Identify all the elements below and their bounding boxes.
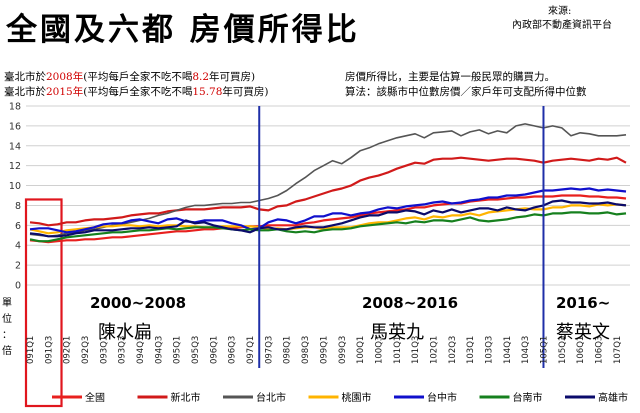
note-2008-value: 8.2 xyxy=(192,71,210,83)
x-tick-092Q3: 092Q3 xyxy=(81,336,91,364)
note-2015-year: 2015年 xyxy=(46,86,84,98)
legend-label-台南市: 台南市 xyxy=(513,391,543,404)
note-2015-pre: 臺北市於 xyxy=(4,86,46,98)
source-label: 來源: xyxy=(548,6,572,17)
x-tick-098Q3: 098Q3 xyxy=(301,336,311,364)
note-2015: 臺北市於2015年(平均每戶全家不吃不喝15.78年可買房) xyxy=(4,84,269,99)
x-tick-097Q3: 097Q3 xyxy=(264,336,274,364)
x-tick-100Q3: 100Q3 xyxy=(374,336,384,364)
legend-label-新北市: 新北市 xyxy=(171,391,201,404)
legend-label-桃園市: 桃園市 xyxy=(342,391,372,404)
x-tick-107Q1: 107Q1 xyxy=(613,336,623,364)
chart-gridlines xyxy=(24,105,630,408)
y-tick-16: 16 xyxy=(9,121,21,132)
note-2008-post: 年可買房) xyxy=(209,71,256,83)
era-1-president: 陳水扁 xyxy=(98,322,152,343)
chart-title: 全國及六都 房價所得比 xyxy=(6,12,360,48)
note-2015-mid: (平均每戶全家不吃不喝 xyxy=(83,86,193,98)
legend-label-台中市: 台中市 xyxy=(427,391,457,404)
x-tick-104Q1: 104Q1 xyxy=(503,336,513,364)
note-2008-year: 2008年 xyxy=(46,71,84,83)
x-tick-091Q1: 091Q1 xyxy=(26,336,36,364)
ylabel-char-3: 倍 xyxy=(2,344,12,357)
x-tick-096Q1: 096Q1 xyxy=(209,336,219,364)
x-tick-096Q3: 096Q3 xyxy=(228,336,238,364)
y-tick-0: 0 xyxy=(15,281,21,292)
y-tick-8: 8 xyxy=(15,201,21,212)
ylabel-char-2: ： xyxy=(2,330,12,341)
y-tick-12: 12 xyxy=(9,161,21,172)
series-line-高雄市 xyxy=(29,199,627,238)
note-2008-pre: 臺北市於 xyxy=(4,71,46,83)
x-tick-091Q3: 091Q3 xyxy=(44,336,54,364)
series-line-桃園市 xyxy=(29,203,627,235)
era-2-president: 馬英九 xyxy=(370,322,424,343)
x-tick-106Q3: 106Q3 xyxy=(594,336,604,364)
era-3-president: 蔡英文 xyxy=(556,322,610,343)
y-tick-18: 18 xyxy=(9,102,21,113)
series-line-台中市 xyxy=(29,187,627,234)
highlight-box xyxy=(24,198,63,408)
x-tick-102Q1: 102Q1 xyxy=(429,336,439,364)
y-tick-2: 2 xyxy=(15,261,21,272)
x-tick-101Q1: 101Q1 xyxy=(393,336,403,364)
legend-label-台北市: 台北市 xyxy=(256,391,286,404)
legend-label-高雄市: 高雄市 xyxy=(598,391,628,404)
x-tick-094Q1: 094Q1 xyxy=(136,336,146,364)
chart-series xyxy=(29,123,627,244)
series-line-台北市 xyxy=(29,123,627,238)
y-tick-14: 14 xyxy=(9,141,21,152)
x-tick-101Q3: 101Q3 xyxy=(411,336,421,364)
chart-legend: 全國 新北市 台北市 桃園市 台中市 台南市 高雄市 xyxy=(52,391,628,404)
y-axis-label: 單位 ： 倍 xyxy=(2,297,12,357)
legend-label-全國: 全國 xyxy=(85,391,105,404)
era-1-years: 2000~2008 xyxy=(90,294,187,312)
x-tick-093Q3: 093Q3 xyxy=(118,336,128,364)
y-tick-6: 6 xyxy=(15,221,21,232)
era-3-years: 2016~ xyxy=(556,294,611,312)
era-2-years: 2008~2016 xyxy=(362,294,459,312)
y-tick-4: 4 xyxy=(15,241,21,252)
x-tick-095Q3: 095Q3 xyxy=(191,336,201,364)
note-2008-mid: (平均每戶全家不吃不喝 xyxy=(83,71,193,83)
x-tick-106Q1: 106Q1 xyxy=(576,336,586,364)
x-tick-102Q3: 102Q3 xyxy=(448,336,458,364)
series-line-全國 xyxy=(29,194,627,244)
note-2008: 臺北市於2008年(平均每戶全家不吃不喝8.2年可買房) xyxy=(4,69,255,84)
ylabel-char-1: 位 xyxy=(2,312,12,325)
x-tick-105Q3: 105Q3 xyxy=(558,336,568,364)
x-tick-104Q3: 104Q3 xyxy=(521,336,531,364)
y-tick-labels: 0 2 4 6 8 10 12 14 16 18 xyxy=(9,102,21,292)
x-tick-103Q3: 103Q3 xyxy=(484,336,494,364)
y-tick-10: 10 xyxy=(9,181,21,192)
x-tick-099Q3: 099Q3 xyxy=(338,336,348,364)
era-dividers xyxy=(258,106,545,368)
x-tick-093Q1: 093Q1 xyxy=(99,336,109,364)
series-line-新北市 xyxy=(29,156,627,227)
x-tick-099Q1: 099Q1 xyxy=(319,336,329,364)
x-tick-095Q1: 095Q1 xyxy=(173,336,183,364)
series-line-台南市 xyxy=(29,211,627,243)
x-tick-094Q3: 094Q3 xyxy=(154,336,164,364)
x-tick-105Q1: 105Q1 xyxy=(539,336,549,364)
x-tick-098Q1: 098Q1 xyxy=(283,336,293,364)
ylabel-char-0: 單 xyxy=(2,297,12,309)
x-tick-100Q1: 100Q1 xyxy=(356,336,366,364)
x-tick-103Q1: 103Q1 xyxy=(466,336,476,364)
x-tick-092Q1: 092Q1 xyxy=(63,336,73,364)
x-tick-labels: 091Q1 091Q3 092Q1 092Q3 093Q1 093Q3 094Q1 094Q3… xyxy=(26,336,623,364)
note-2015-post: 年可買房) xyxy=(222,86,269,98)
note-definition: 房價所得比，主要是估算一般民眾的購買力。 xyxy=(345,71,555,83)
source-org: 內政部不動產資訊平台 xyxy=(512,20,612,31)
note-formula: 算法：該縣市中位數房價／家戶年可支配所得中位數 xyxy=(345,86,587,98)
x-tick-097Q1: 097Q1 xyxy=(246,336,256,364)
note-2015-value: 15.78 xyxy=(192,86,223,98)
